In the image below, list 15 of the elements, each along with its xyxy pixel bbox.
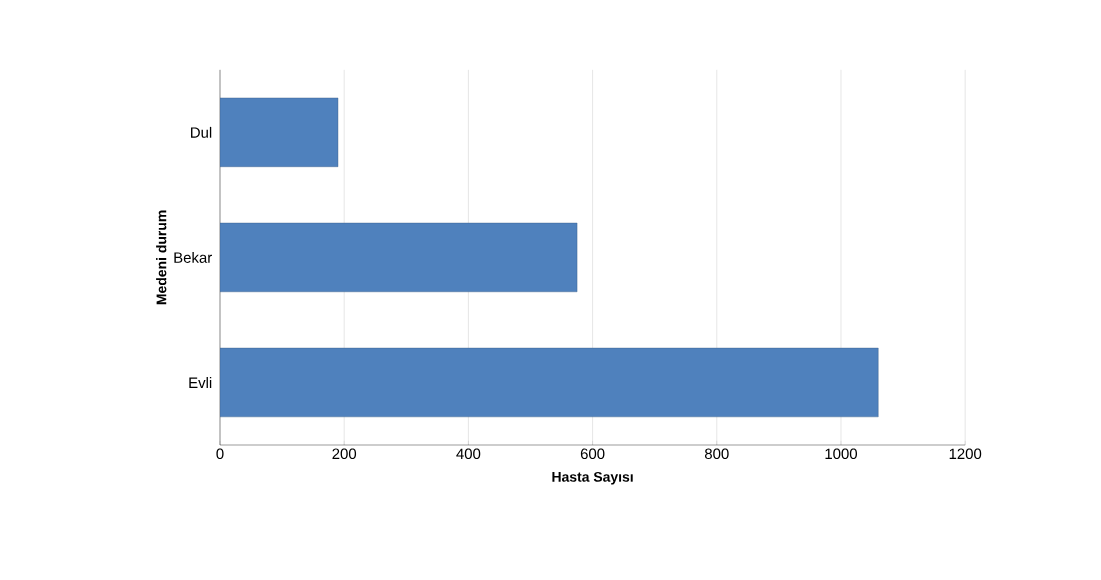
x-tick-label: 400 [456, 448, 481, 460]
x-tick-label: 1200 [949, 448, 982, 460]
y-axis-title: Medeni durum [156, 210, 167, 305]
x-tick-label: 1000 [825, 448, 858, 460]
y-tick-label: Dul [191, 126, 212, 138]
bar [220, 222, 578, 292]
x-axis-title: Hasta Sayısı [552, 471, 633, 485]
x-tick-label: 0 [216, 448, 224, 460]
x-tick-label: 600 [580, 448, 605, 460]
bar [220, 347, 879, 418]
y-tick-label: Bekar [174, 251, 212, 263]
bar [220, 97, 339, 167]
y-tick-label: Evli [189, 377, 212, 388]
x-tick-label: 800 [704, 448, 729, 460]
x-tick-label: 200 [332, 448, 357, 460]
